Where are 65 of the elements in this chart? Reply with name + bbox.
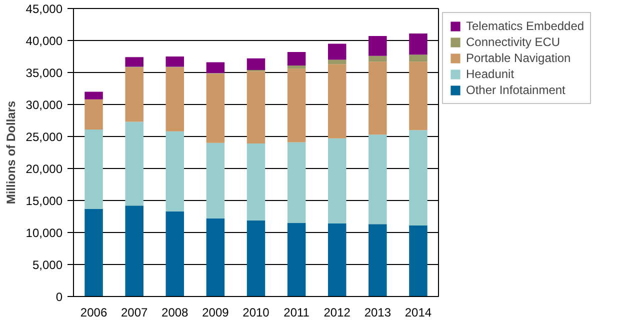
- bar: [246, 144, 266, 220]
- y-tick-label: 30,000: [26, 98, 63, 112]
- bar: [84, 129, 103, 209]
- bar: [328, 138, 346, 224]
- x-tick-label: 2010: [242, 306, 270, 320]
- y-axis-title: Millions of Dollars: [4, 100, 18, 204]
- bar: [166, 211, 184, 296]
- bar: [328, 224, 346, 296]
- bar: [287, 142, 306, 223]
- bar: [125, 122, 144, 206]
- bar: [166, 67, 184, 132]
- bar: [409, 130, 428, 226]
- bar: [287, 52, 306, 66]
- bar: [287, 65, 306, 69]
- legend-label: Connectivity ECU: [466, 35, 560, 49]
- bar: [368, 56, 387, 62]
- legend-label: Other Infotainment: [466, 83, 566, 97]
- y-tick-label: 10,000: [26, 226, 63, 240]
- bar: [368, 134, 387, 224]
- legend-label: Headunit: [466, 67, 514, 81]
- y-tick-label: 5,000: [32, 258, 63, 272]
- bar: [328, 44, 346, 60]
- bar: [368, 224, 387, 296]
- bar: [125, 57, 144, 67]
- bar: [328, 60, 346, 64]
- legend-label: Portable Navigation: [466, 51, 571, 65]
- bar: [409, 62, 428, 130]
- bar: [84, 99, 103, 130]
- x-tick-label: 2008: [162, 306, 189, 320]
- bar: [368, 36, 387, 56]
- bar: [166, 56, 184, 67]
- bar: [328, 64, 346, 138]
- x-tick-label: 2014: [404, 306, 432, 320]
- y-tick-label: 35,000: [26, 66, 63, 80]
- y-tick-label: 25,000: [26, 130, 63, 144]
- bar: [206, 142, 225, 218]
- y-tick-label: 45,000: [26, 2, 63, 16]
- bar: [409, 225, 428, 296]
- bar: [287, 68, 306, 142]
- bar: [166, 131, 184, 212]
- bar: [84, 92, 103, 100]
- bar: [368, 62, 387, 135]
- x-tick-label: 2012: [324, 306, 351, 320]
- bar: [246, 71, 266, 144]
- bar: [287, 222, 306, 296]
- bar: [206, 218, 225, 296]
- bar: [246, 58, 266, 70]
- legend-label: Telematics Embedded: [466, 19, 584, 33]
- x-tick-label: 2011: [284, 306, 310, 320]
- x-tick-label: 2009: [202, 306, 230, 320]
- bar: [409, 33, 428, 55]
- x-tick-label: 2007: [120, 306, 148, 320]
- y-tick-label: 40,000: [26, 34, 63, 48]
- bar: [84, 208, 103, 296]
- bar: [125, 206, 144, 296]
- y-tick-label: 0: [56, 290, 63, 304]
- y-tick-label: 20,000: [26, 162, 63, 176]
- bar: [206, 62, 225, 74]
- x-tick-label: 2006: [80, 306, 108, 320]
- bar: [409, 54, 428, 62]
- x-tick-label: 2013: [364, 306, 392, 320]
- bar: [246, 220, 266, 296]
- bar: [125, 67, 144, 122]
- bar: [206, 74, 225, 143]
- y-tick-label: 15,000: [26, 194, 63, 208]
